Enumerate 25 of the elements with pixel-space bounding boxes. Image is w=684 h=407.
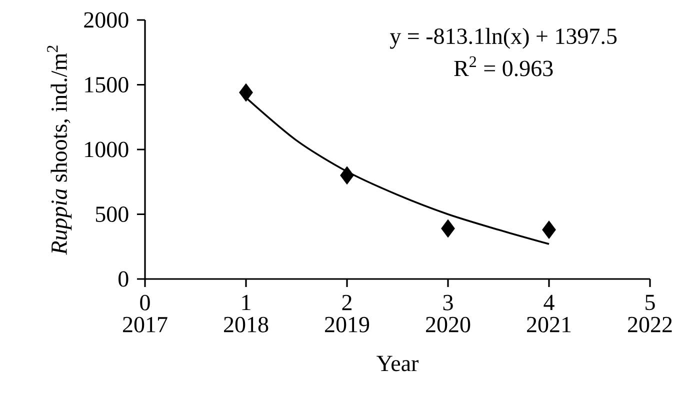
y-tick-label: 2000 — [84, 12, 128, 28]
y-tick-label: 1500 — [85, 76, 128, 92]
point — [542, 220, 556, 239]
point — [239, 83, 253, 102]
x-tick-label: 5 — [646, 294, 655, 310]
y-axis-title: Ruppia shoots, ind./m$^{2}$ — [47, 46, 72, 255]
x2-tick-label: 2017 — [123, 316, 168, 332]
x2-tick-label: 2022 — [628, 316, 672, 332]
x-axis-title: Year — [376, 356, 418, 372]
y-tick-label: 0 — [118, 271, 128, 287]
x-tick-label: 0 — [140, 294, 150, 310]
annotation: R$^{2}$ = 0.963 — [454, 56, 553, 76]
x-tick-label: 4 — [544, 294, 554, 310]
point — [441, 219, 455, 238]
y-tick-label: 1000 — [85, 142, 128, 158]
y-tick-label: 500 — [96, 206, 128, 222]
x2-tick-label: 2019 — [325, 316, 370, 332]
x2-tick-label: 2018 — [224, 316, 268, 332]
point — [340, 166, 354, 185]
x2-tick-label: 2020 — [426, 316, 470, 332]
annotation: y = -813.1ln(x) + 1397.5 — [390, 28, 617, 49]
x-tick-label: 1 — [242, 294, 250, 310]
x2-tick-label: 2021 — [527, 316, 571, 332]
x-tick-label: 3 — [443, 294, 453, 310]
x-tick-label: 2 — [342, 294, 352, 310]
